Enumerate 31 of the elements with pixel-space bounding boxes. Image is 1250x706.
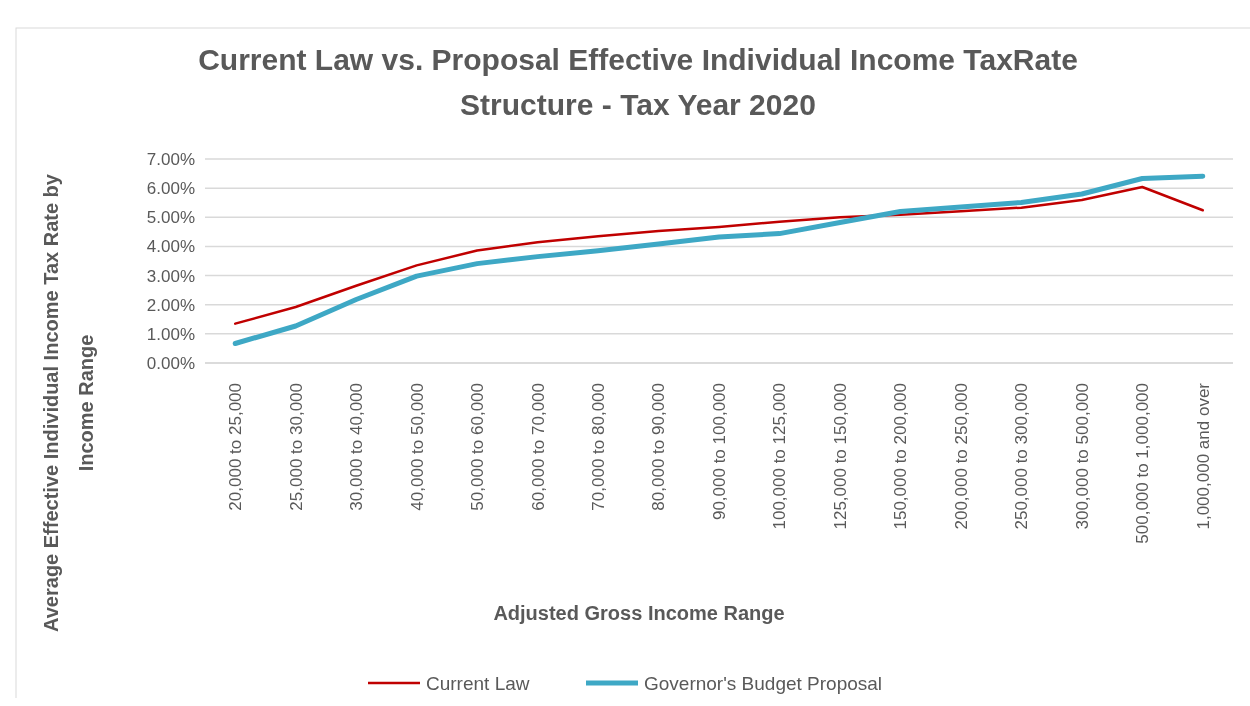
- x-tick-label: 500,000 to 1,000,000: [1133, 383, 1153, 544]
- legend-label: Current Law: [426, 672, 530, 694]
- line-series: [233, 185, 1205, 325]
- legend-label: Governor's Budget Proposal: [644, 672, 883, 694]
- x-tick-label: 40,000 to 50,000: [407, 383, 427, 511]
- x-tick-label: 150,000 to 200,000: [891, 383, 911, 530]
- y-tick-label: 1.00%: [146, 324, 195, 344]
- x-tick-label: 250,000 to 300,000: [1012, 383, 1032, 530]
- y-tick-label: 5.00%: [146, 208, 195, 228]
- x-tick-label: 25,000 to 30,000: [286, 383, 306, 511]
- x-tick-label: 125,000 to 150,000: [830, 383, 850, 530]
- x-tick-label: 70,000 to 80,000: [589, 383, 609, 511]
- x-tick-label: 80,000 to 90,000: [649, 383, 669, 511]
- y-tick-label: 2.00%: [146, 295, 195, 315]
- y-tick-label: 3.00%: [146, 266, 195, 286]
- x-tick-label: 20,000 to 25,000: [226, 383, 246, 511]
- y-axis-title: Average Effective Individual Income Tax Rate by Income Range: [40, 173, 97, 632]
- x-axis-title: Adjusted Gross Income Range: [493, 602, 785, 624]
- y-tick-label: 6.00%: [146, 179, 195, 199]
- x-tick-label: 90,000 to 100,000: [709, 383, 729, 521]
- x-tick-label: 1,000,000 and over: [1193, 382, 1213, 530]
- x-tick-label: 100,000 to 125,000: [770, 383, 790, 530]
- x-tick-label: 30,000 to 40,000: [347, 383, 367, 511]
- y-tick-label: 4.00%: [146, 237, 195, 257]
- x-tick-label: 60,000 to 70,000: [528, 383, 548, 511]
- x-tick-label: 200,000 to 250,000: [951, 383, 971, 530]
- x-tick-label: 300,000 to 500,000: [1072, 383, 1092, 530]
- y-tick-label: 0.00%: [146, 353, 195, 373]
- chart-title: Current Law vs. Proposal Effective Individual Income TaxRate Structure - Tax Year 2020: [198, 43, 1078, 121]
- x-tick-label: 50,000 to 60,000: [468, 383, 488, 511]
- y-tick-label: 7.00%: [146, 149, 195, 169]
